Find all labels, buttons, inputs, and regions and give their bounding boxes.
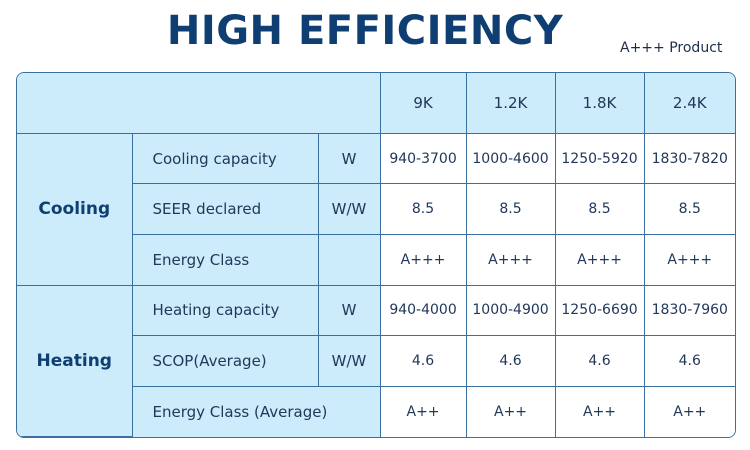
table-row: Energy Class (Average) A++ A++ A++ A++ xyxy=(17,385,735,437)
table-row: SEER declared W/W 8.5 8.5 8.5 8.5 xyxy=(17,183,735,235)
value-cell: 8.5 xyxy=(643,183,735,235)
model-header: 1.8K xyxy=(554,73,645,134)
product-rating-label: A+++ Product xyxy=(620,40,723,56)
param-label: Energy Class xyxy=(132,233,319,286)
value-cell: 940-4000 xyxy=(379,284,467,337)
value-cell: A++ xyxy=(379,385,467,437)
value-cell: A+++ xyxy=(554,233,645,286)
header-blank-cell xyxy=(17,73,381,134)
value-cell: A+++ xyxy=(643,233,735,286)
group-label-cooling: Cooling xyxy=(17,132,133,286)
model-header: 9K xyxy=(379,73,467,134)
value-cell: 8.5 xyxy=(465,183,556,235)
value-cell: 4.6 xyxy=(643,335,735,387)
value-cell: A+++ xyxy=(379,233,467,286)
group-label-heating: Heating xyxy=(17,284,133,437)
header-row: 9K 1.2K 1.8K 2.4K xyxy=(17,73,735,134)
value-cell: 940-3700 xyxy=(379,132,467,185)
value-cell: 1000-4900 xyxy=(465,284,556,337)
page-title: HIGH EFFICIENCY xyxy=(166,8,564,54)
value-cell: A++ xyxy=(643,385,735,437)
model-header: 2.4K xyxy=(643,73,735,134)
value-cell: A++ xyxy=(554,385,645,437)
value-cell: 4.6 xyxy=(554,335,645,387)
value-cell: 1000-4600 xyxy=(465,132,556,185)
value-cell: 4.6 xyxy=(379,335,467,387)
table-row: Heating Heating capacity W 940-4000 1000… xyxy=(17,284,735,437)
spec-table: 9K 1.2K 1.8K 2.4K Cooling Cooling capaci… xyxy=(17,73,735,437)
table-row: Cooling Cooling capacity W 940-3700 1000… xyxy=(17,132,735,286)
param-label: SEER declared xyxy=(132,183,319,235)
table-row: SCOP(Average) W/W 4.6 4.6 4.6 4.6 xyxy=(17,335,735,387)
unit-label: W/W xyxy=(317,335,381,387)
unit-label xyxy=(317,233,381,286)
model-header: 1.2K xyxy=(465,73,556,134)
param-label: Cooling capacity xyxy=(131,132,319,185)
value-cell: 1830-7960 xyxy=(643,284,735,337)
value-cell: 1250-5920 xyxy=(554,132,645,185)
unit-label: W xyxy=(317,284,381,337)
value-cell: A+++ xyxy=(465,233,556,286)
value-cell: A++ xyxy=(465,385,556,437)
param-label: Energy Class (Average) xyxy=(132,385,381,437)
param-label: SCOP(Average) xyxy=(132,335,319,387)
param-label: Heating capacity xyxy=(131,284,319,337)
unit-label: W/W xyxy=(317,183,381,235)
value-cell: 8.5 xyxy=(554,183,645,235)
value-cell: 8.5 xyxy=(379,183,467,235)
value-cell: 1250-6690 xyxy=(554,284,645,337)
spec-table-container: 9K 1.2K 1.8K 2.4K Cooling Cooling capaci… xyxy=(16,72,736,438)
unit-label: W xyxy=(317,132,381,185)
value-cell: 1830-7820 xyxy=(643,132,735,185)
value-cell: 4.6 xyxy=(465,335,556,387)
